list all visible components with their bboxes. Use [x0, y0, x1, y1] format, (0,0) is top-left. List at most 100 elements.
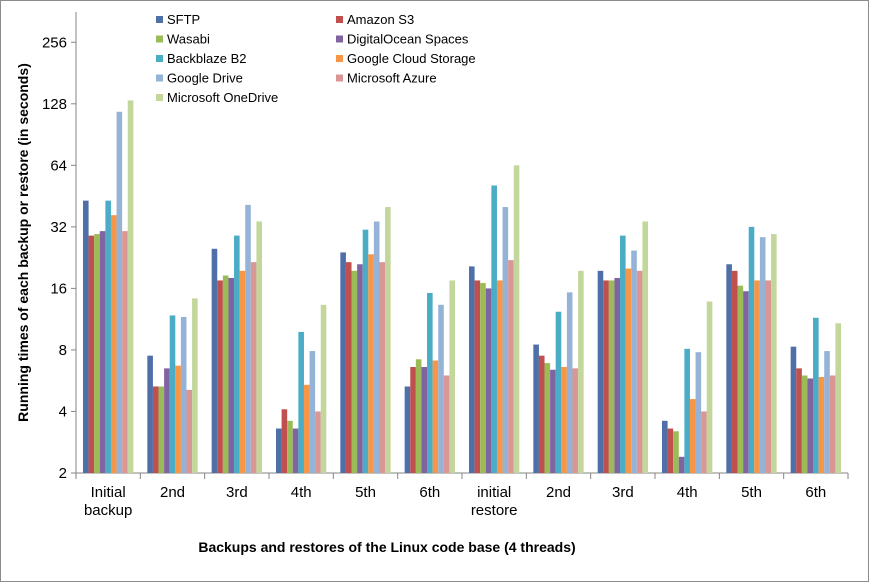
- bar-backblaze-b2: [298, 331, 304, 473]
- y-tick-label: 2: [59, 465, 67, 482]
- bar-microsoft-onedrive: [256, 221, 262, 473]
- bar-amazon-s3: [474, 280, 481, 473]
- bar-google-cloud-storage: [368, 254, 374, 473]
- legend-label: Google Cloud Storage: [347, 51, 476, 66]
- bar-digitalocean-spaces: [807, 378, 814, 473]
- bar-google-drive: [631, 250, 637, 473]
- bar-amazon-s3: [217, 280, 223, 473]
- bar-google-drive: [245, 204, 251, 473]
- bar-digitalocean-spaces: [550, 369, 556, 473]
- bar-microsoft-onedrive: [127, 100, 134, 474]
- bar-microsoft-azure: [765, 280, 772, 473]
- bar-microsoft-azure: [572, 368, 579, 473]
- bar-google-drive: [373, 221, 380, 473]
- bar-sftp: [469, 266, 475, 473]
- legend-swatch: [336, 55, 343, 62]
- legend-label: Backblaze B2: [167, 51, 247, 66]
- bar-microsoft-azure: [186, 389, 193, 473]
- bar-amazon-s3: [603, 280, 609, 473]
- bar-backblaze-b2: [105, 200, 111, 473]
- bar-microsoft-onedrive: [771, 234, 777, 473]
- bar-sftp: [662, 420, 668, 473]
- bar-google-cloud-storage: [239, 270, 246, 473]
- bar-sftp: [597, 270, 604, 473]
- bar-google-cloud-storage: [625, 268, 632, 473]
- y-tick-label: 32: [50, 219, 67, 236]
- bar-digitalocean-spaces: [421, 367, 428, 473]
- x-tick-label: 6th: [419, 484, 440, 501]
- bar-microsoft-onedrive: [642, 221, 648, 473]
- bar-microsoft-azure: [508, 260, 514, 473]
- bar-google-cloud-storage: [303, 384, 310, 473]
- bars: [83, 100, 841, 474]
- bar-google-cloud-storage: [496, 280, 503, 473]
- x-tick-label: 4th: [291, 484, 312, 501]
- bar-backblaze-b2: [427, 292, 433, 473]
- legend-label: Google Drive: [167, 71, 243, 86]
- bar-backblaze-b2: [684, 348, 690, 473]
- bar-amazon-s3: [538, 355, 545, 473]
- bar-google-drive: [566, 292, 573, 473]
- bar-amazon-s3: [88, 235, 95, 473]
- bar-microsoft-onedrive: [513, 165, 520, 473]
- legend-swatch: [336, 35, 343, 43]
- legend-label: Wasabi: [167, 32, 210, 47]
- x-tick-label: 5th: [741, 484, 762, 501]
- bar-microsoft-onedrive: [578, 270, 584, 473]
- x-tick-label: 4th: [677, 484, 698, 501]
- x-tick-label: 3rd: [226, 484, 248, 501]
- bar-digitalocean-spaces: [228, 277, 235, 473]
- bar-sftp: [790, 346, 797, 473]
- bar-microsoft-onedrive: [192, 298, 198, 473]
- bar-microsoft-azure: [443, 375, 450, 473]
- bar-amazon-s3: [152, 386, 159, 473]
- legend-swatch: [156, 74, 163, 82]
- x-tick-label: initial restore: [471, 484, 518, 519]
- bar-backblaze-b2: [491, 185, 497, 474]
- bar-backblaze-b2: [234, 235, 240, 473]
- bar-google-cloud-storage: [110, 215, 117, 473]
- bar-wasabi: [222, 275, 229, 473]
- bar-google-drive: [695, 352, 702, 473]
- bar-backblaze-b2: [362, 229, 369, 473]
- bar-backblaze-b2: [813, 317, 819, 473]
- x-tick-label: 2nd: [546, 484, 571, 501]
- legend: SFTP Amazon S3 Wasabi DigitalOcean Spaces Ba…: [156, 12, 476, 105]
- bar-microsoft-azure: [829, 375, 836, 473]
- bar-sftp: [83, 200, 89, 473]
- bar-digitalocean-spaces: [485, 288, 492, 473]
- legend-swatch: [156, 35, 163, 43]
- bar-backblaze-b2: [620, 235, 626, 473]
- x-tick-label: 2nd: [160, 484, 185, 501]
- legend-swatch: [336, 16, 343, 23]
- bar-digitalocean-spaces: [357, 264, 363, 473]
- legend-label: Amazon S3: [347, 12, 414, 27]
- bar-wasabi: [415, 359, 422, 473]
- bar-microsoft-azure: [315, 411, 321, 473]
- bar-google-drive: [438, 304, 444, 473]
- y-tick-label: 128: [42, 96, 67, 113]
- bar-backblaze-b2: [555, 311, 562, 473]
- legend-label: DigitalOcean Spaces: [347, 32, 469, 47]
- bar-microsoft-azure: [636, 270, 643, 473]
- bar-amazon-s3: [796, 368, 802, 473]
- bar-google-drive: [824, 351, 830, 473]
- bar-sftp: [276, 428, 282, 473]
- bar-sftp: [211, 248, 218, 473]
- bar-microsoft-onedrive: [385, 207, 391, 473]
- bar-digitalocean-spaces: [614, 277, 621, 473]
- bar-wasabi: [673, 431, 679, 473]
- bar-microsoft-onedrive: [449, 280, 455, 473]
- x-tick-label: 3rd: [612, 484, 634, 501]
- x-tick-label: 6th: [805, 484, 826, 501]
- bar-amazon-s3: [281, 409, 288, 473]
- bar-digitalocean-spaces: [678, 456, 685, 473]
- y-tick-label: 256: [42, 34, 67, 51]
- bar-wasabi: [544, 363, 551, 473]
- bar-wasabi: [801, 375, 808, 473]
- bar-wasabi: [287, 420, 293, 473]
- bar-microsoft-onedrive: [320, 304, 327, 473]
- y-ticks: 2 4 8 16 32 64 128 256: [42, 34, 76, 482]
